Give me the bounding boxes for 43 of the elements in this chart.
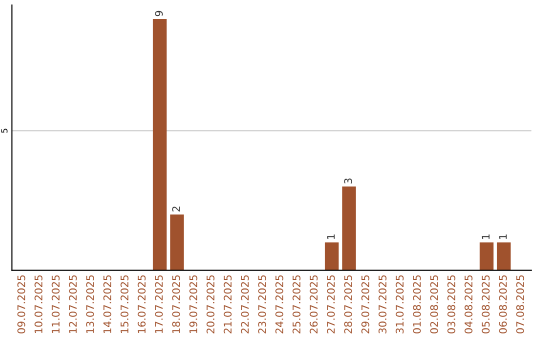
x-tick-label: 10.07.2025 xyxy=(34,275,42,333)
x-tick-label: 06.08.2025 xyxy=(498,275,507,334)
data-label: 1 xyxy=(482,234,490,240)
x-tick-label: 19.07.2025 xyxy=(189,275,198,333)
x-tick-label: 13.07.2025 xyxy=(86,275,94,333)
bar xyxy=(480,242,494,270)
data-label: 1 xyxy=(327,234,335,240)
x-tick-label: 01.08.2025 xyxy=(412,275,421,334)
x-tick-label: 16.07.2025 xyxy=(138,275,146,333)
x-tick-label: 04.08.2025 xyxy=(464,275,472,334)
bar xyxy=(342,186,356,270)
x-tick-label: 11.07.2025 xyxy=(52,275,60,333)
x-tick-label: 18.07.2025 xyxy=(172,275,180,333)
x-tick-label: 23.07.2025 xyxy=(258,275,266,334)
x-tick-label: 07.08.2025 xyxy=(516,275,524,334)
x-tick-label: 30.07.2025 xyxy=(378,275,386,334)
x-tick-label: 26.07.2025 xyxy=(310,275,318,334)
x-tick-label: 14.07.2025 xyxy=(103,275,112,333)
x-tick-label: 22.07.2025 xyxy=(240,275,249,334)
bar xyxy=(496,242,511,270)
x-tick-label: 03.08.2025 xyxy=(447,275,456,334)
x-tick-label: 05.08.2025 xyxy=(482,275,490,334)
bar xyxy=(170,214,184,270)
x-tick-label: 20.07.2025 xyxy=(206,275,214,334)
x-tick-label: 12.07.2025 xyxy=(68,275,77,333)
x-tick-label: 29.07.2025 xyxy=(361,275,370,334)
y-tick-label: 5 xyxy=(1,128,8,133)
data-label: 9 xyxy=(154,10,163,16)
x-tick-label: 15.07.2025 xyxy=(120,275,128,333)
x-tick-label: 25.07.2025 xyxy=(292,275,300,334)
data-label: 1 xyxy=(499,234,507,240)
x-tick-label: 24.07.2025 xyxy=(275,275,284,334)
x-tick-label: 17.07.2025 xyxy=(154,275,163,333)
bar xyxy=(324,242,339,270)
x-tick-label: 02.08.2025 xyxy=(430,275,438,334)
x-tick-label: 28.07.2025 xyxy=(344,275,352,334)
data-label: 3 xyxy=(344,178,352,184)
bar xyxy=(152,19,167,270)
x-tick-label: 21.07.2025 xyxy=(224,275,232,334)
x-tick-label: 27.07.2025 xyxy=(326,275,335,334)
x-tick-label: 09.07.2025 xyxy=(17,275,26,334)
data-label: 2 xyxy=(172,206,180,212)
x-tick-label: 31.07.2025 xyxy=(396,275,404,334)
